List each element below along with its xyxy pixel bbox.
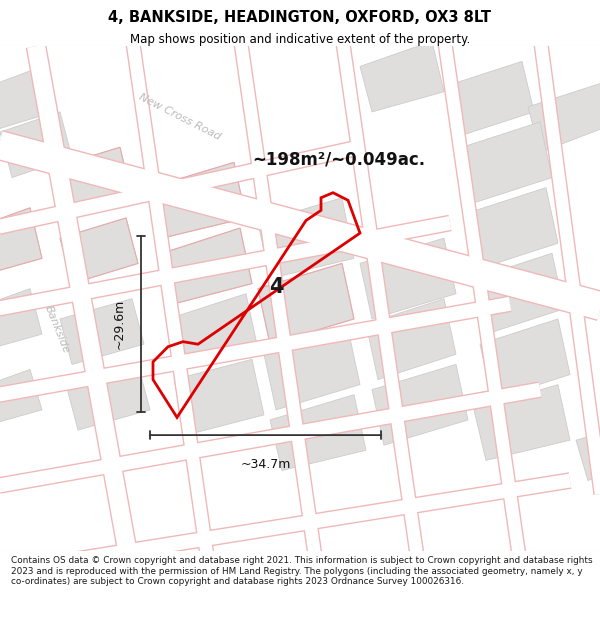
Polygon shape: [60, 299, 144, 364]
Polygon shape: [474, 384, 570, 461]
Polygon shape: [54, 148, 132, 218]
Polygon shape: [174, 359, 264, 435]
Polygon shape: [528, 82, 600, 152]
Polygon shape: [162, 228, 252, 304]
Polygon shape: [468, 188, 558, 269]
Polygon shape: [576, 430, 600, 481]
Text: ~34.7m: ~34.7m: [241, 458, 290, 471]
Polygon shape: [258, 198, 354, 279]
Text: Contains OS data © Crown copyright and database right 2021. This information is : Contains OS data © Crown copyright and d…: [11, 556, 592, 586]
Polygon shape: [366, 299, 456, 379]
Text: New Cross Road: New Cross Road: [137, 92, 223, 142]
Text: ~29.6m: ~29.6m: [113, 299, 126, 349]
Text: Map shows position and indicative extent of the property.: Map shows position and indicative extent…: [130, 33, 470, 46]
Polygon shape: [60, 218, 138, 284]
Polygon shape: [0, 369, 42, 425]
Polygon shape: [372, 364, 468, 445]
Text: ~198m²/~0.049ac.: ~198m²/~0.049ac.: [252, 151, 425, 169]
Polygon shape: [0, 66, 54, 132]
Polygon shape: [360, 41, 444, 112]
Text: 4, BANKSIDE, HEADINGTON, OXFORD, OX3 8LT: 4, BANKSIDE, HEADINGTON, OXFORD, OX3 8LT: [109, 10, 491, 25]
Polygon shape: [258, 263, 354, 344]
Polygon shape: [474, 253, 564, 334]
Polygon shape: [462, 122, 552, 202]
Polygon shape: [264, 329, 360, 410]
Polygon shape: [0, 208, 42, 274]
Polygon shape: [480, 319, 570, 400]
Polygon shape: [270, 395, 366, 471]
Polygon shape: [168, 294, 258, 369]
Polygon shape: [360, 238, 456, 319]
Polygon shape: [0, 112, 72, 178]
Polygon shape: [444, 61, 534, 137]
Polygon shape: [150, 162, 246, 238]
Polygon shape: [66, 364, 150, 430]
Polygon shape: [0, 289, 42, 349]
Text: Bankside: Bankside: [43, 304, 71, 354]
Text: 4: 4: [269, 277, 283, 297]
